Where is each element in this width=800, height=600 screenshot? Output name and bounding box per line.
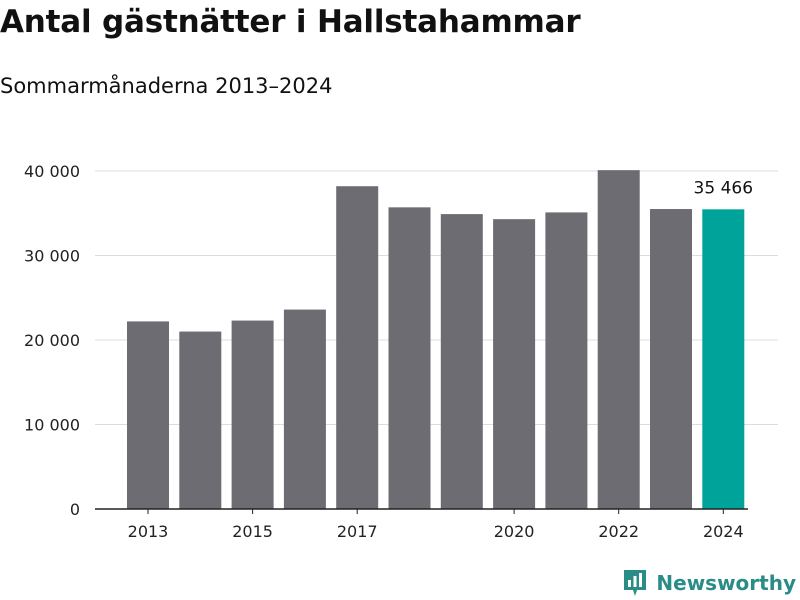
newsworthy-logo-icon [624,570,647,596]
x-tick-label: 2013 [128,522,169,541]
bar-2019 [440,214,483,509]
bar-2014 [179,331,222,509]
x-tick-label: 2024 [703,522,744,541]
x-tick-label: 2020 [494,522,535,541]
chart-subtitle: Sommarmånaderna 2013–2024 [0,74,333,98]
x-tick-label: 2015 [232,522,273,541]
bar-2017 [336,186,379,509]
y-tick-label: 30 000 [24,247,80,266]
x-tick-label: 2022 [598,522,639,541]
bar-2016 [283,309,326,509]
bar-2015 [231,320,274,509]
bar-2022 [597,170,640,509]
chart-title: Antal gästnätter i Hallstahammar [0,4,581,40]
brand-logo: Newsworthy [622,568,796,598]
data-label-2024: 35 466 [694,178,753,198]
bar-2020 [493,219,536,510]
bar-2024 [702,209,745,509]
y-tick-label: 0 [70,500,80,519]
bar-2021 [545,212,588,509]
bar-2018 [388,207,431,509]
x-tick-label: 2017 [337,522,378,541]
brand-name: Newsworthy [656,571,796,595]
bar-2023 [650,209,692,509]
bar-2013 [127,321,169,509]
y-tick-label: 40 000 [24,162,80,181]
y-tick-label: 20 000 [24,331,80,350]
y-tick-label: 10 000 [24,416,80,435]
